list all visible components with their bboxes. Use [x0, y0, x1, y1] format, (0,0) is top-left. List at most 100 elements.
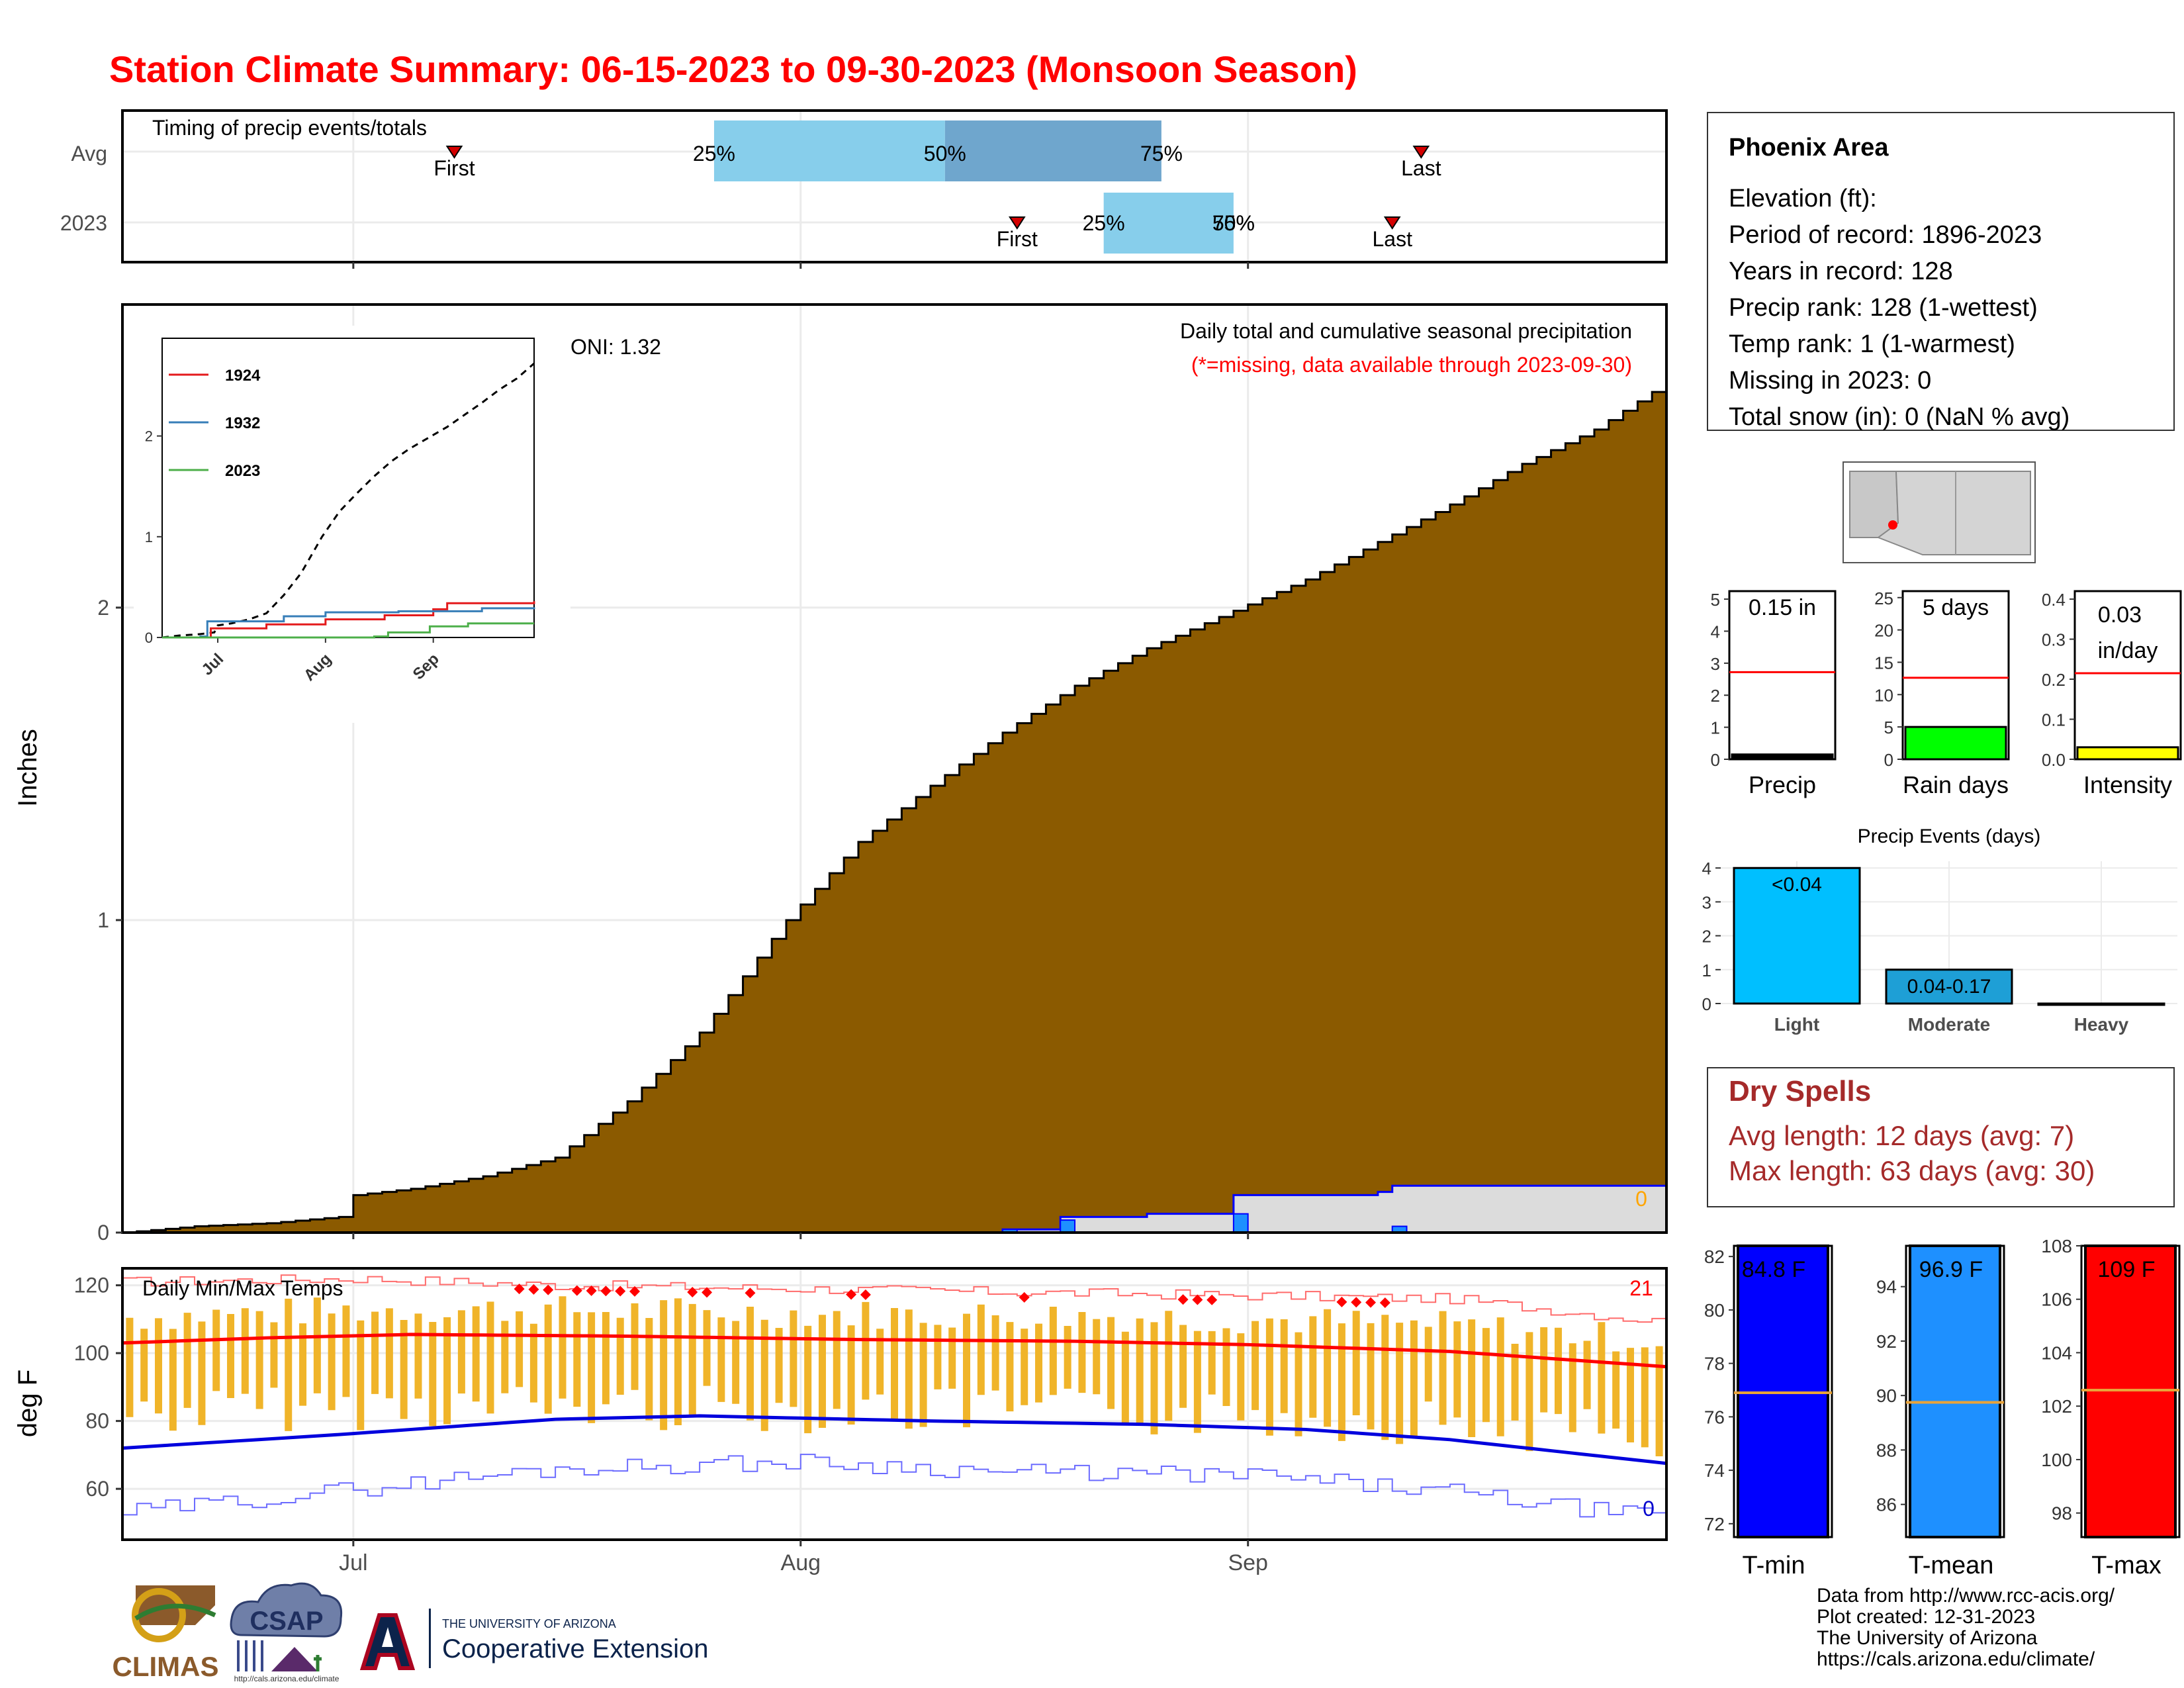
tmax-bar-chart: 98 100 102 104 106 108 [2041, 1236, 2181, 1538]
bar-tmin-ytick-label: 76 [1704, 1407, 1725, 1427]
timing-bar-p25-p50 [1103, 193, 1234, 254]
temps-xtick-label: Aug [781, 1550, 821, 1575]
climas-logo: CLIMAS [113, 1585, 219, 1682]
mini-precip-ytick-label: 5 [1711, 590, 1720, 610]
csap-logo-text: CSAP [250, 1607, 323, 1636]
inset-series-1924 [162, 601, 535, 639]
mini-precip-frame [1728, 590, 1837, 761]
precip-events-ytick-label: 4 [1702, 859, 1711, 878]
mini-intensity-value-line1: 0.03 [2098, 602, 2142, 628]
bar-tmean-ytick-label: 88 [1876, 1440, 1897, 1460]
precip-events-xtick-label: Heavy [2074, 1014, 2129, 1035]
climas-logo-text: CLIMAS [113, 1651, 219, 1682]
cumulative-2023-area [122, 1186, 1666, 1233]
mini-precip-ytick-label: 2 [1711, 686, 1720, 706]
mini-raindays-ytick-label: 15 [1874, 653, 1893, 673]
record-day-marker [600, 1286, 612, 1297]
precip-events-title: Precip Events (days) [1858, 825, 2041, 847]
triangle-down-icon [1412, 146, 1430, 159]
dry-spells-frame [1707, 1067, 2175, 1207]
timing-label-p50: 50% [924, 142, 966, 165]
record-day-marker [1019, 1291, 1030, 1303]
avg-cumulative-line [122, 383, 1668, 1234]
cumulative-ytick-label: 0 [97, 1221, 109, 1244]
cumulative-subtitle: (*=missing, data available through 2023-… [1191, 353, 1632, 377]
mini-precip-value-bar [1731, 753, 1834, 761]
precip-events-ytick-label: 0 [1702, 994, 1711, 1014]
record-day-marker [1365, 1297, 1377, 1308]
inset-series-2023 [162, 622, 534, 639]
record-day-marker [1351, 1297, 1362, 1308]
tmin-xlabel: T-min [1743, 1552, 1805, 1579]
record-day-marker [745, 1288, 756, 1299]
mini-raindays-ytick-label: 25 [1874, 588, 1893, 608]
bar-tmean-ytick-label: 94 [1876, 1277, 1897, 1297]
mini-raindays-ytick-label: 5 [1884, 718, 1893, 737]
temps-panel-frame [121, 1267, 1668, 1541]
avg-cumulative-area [122, 383, 1666, 1233]
temps-xtick-label: Jul [339, 1550, 367, 1575]
record-day-marker [615, 1286, 626, 1297]
credit-line-url: https://cals.arizona.edu/climate/ [1817, 1648, 2095, 1670]
mini-precip-ytick-label: 0 [1711, 750, 1720, 770]
csap-logo-url: http://cals.arizona.edu/climate [234, 1674, 340, 1683]
credit-line-data-source: Data from http://www.rcc-acis.org/ [1817, 1585, 2115, 1607]
record-max-line [122, 1274, 1667, 1327]
record-min-count: 0 [1643, 1497, 1655, 1521]
csap-logo: CSAP http://cals.arizona.edu/climate [230, 1582, 343, 1683]
bar-tmean-ytick-label: 90 [1876, 1385, 1897, 1406]
page-title: Station Climate Summary: 06-15-2023 to 0… [109, 48, 1357, 90]
station-precip-rank: Precip rank: 128 (1-wettest) [1729, 294, 2038, 322]
triangle-down-icon [1383, 216, 1401, 230]
precip-events-xtick-label: Moderate [1908, 1014, 1990, 1035]
timing-label-p75: 75% [1140, 142, 1183, 165]
timing-bar-p25-p50 [713, 120, 945, 181]
tmean-value-label: 96.9 F [1919, 1257, 1983, 1282]
station-years: Years in record: 128 [1729, 258, 1953, 285]
cumulative-ytick-label: 1 [97, 908, 109, 932]
mini-intensity-ytick-label: 0.3 [2042, 630, 2066, 650]
ua-logo-top-text: THE UNIVERSITY OF ARIZONA [442, 1617, 616, 1630]
daily-2023-bar [1060, 1219, 1076, 1233]
record-day-marker [1206, 1294, 1218, 1305]
station-elevation: Elevation (ft): [1729, 185, 1877, 212]
record-day-marker [1379, 1297, 1390, 1308]
mini-precip-value-label: 0.15 in [1749, 595, 1816, 620]
timing-title: Timing of precip events/totals [152, 116, 427, 140]
inset-legend-label-2023: 2023 [225, 462, 260, 480]
credit-line-university: The University of Arizona [1817, 1627, 2038, 1649]
credits: Data from http://www.rcc-acis.org/ Plot … [1817, 1585, 2115, 1670]
precip-events-bar-heavy [2037, 1002, 2165, 1006]
mini-raindays-ytick-label: 10 [1874, 685, 1893, 705]
bar-tmax-ytick-label: 98 [2052, 1503, 2072, 1524]
temps-ytick-label: 120 [74, 1274, 109, 1297]
mini-precip-xlabel: Precip [1749, 771, 1816, 798]
timing-row-label-avg: Avg [71, 142, 107, 165]
mini-precip-ytick-label: 3 [1711, 654, 1720, 674]
temps-ylabel: deg F [13, 1370, 42, 1437]
dry-spells-title: Dry Spells [1729, 1075, 1871, 1107]
mini-intensity-xlabel: Intensity [2083, 771, 2172, 798]
temps-xtick-label: Sep [1228, 1550, 1268, 1575]
tmin-bar-chart: 72 74 76 78 80 82 [1704, 1244, 1833, 1538]
bar-tmin-ytick-label: 80 [1704, 1300, 1725, 1321]
record-day-marker [571, 1285, 582, 1296]
mini-precip-chart: 0 1 2 3 4 5 [1711, 590, 1837, 770]
temps-ytick-label: 80 [85, 1409, 109, 1433]
station-name: Phoenix Area [1729, 134, 1889, 162]
mini-precip-ytick-label: 1 [1711, 718, 1720, 738]
timing-label-last: Last [1401, 156, 1441, 180]
station-period: Period of record: 1896-2023 [1729, 221, 2042, 249]
precip-events-ytick-label: 3 [1702, 892, 1711, 912]
bar-tmin-ytick-label: 74 [1704, 1460, 1725, 1481]
mini-precip-ytick-label: 4 [1711, 622, 1720, 641]
ua-logo-bottom-text: Cooperative Extension [442, 1634, 708, 1664]
dry-spells-avg-length: Avg length: 12 days (avg: 7) [1729, 1120, 2074, 1151]
bar-tmax-ytick-label: 106 [2041, 1289, 2072, 1310]
record-day-marker [1336, 1296, 1347, 1307]
inset-frame [161, 338, 535, 638]
cumulative-title: Daily total and cumulative seasonal prec… [1180, 319, 1632, 343]
cumulative-panel-frame [121, 303, 1668, 1234]
station-missing: Missing in 2023: 0 [1729, 367, 1931, 395]
